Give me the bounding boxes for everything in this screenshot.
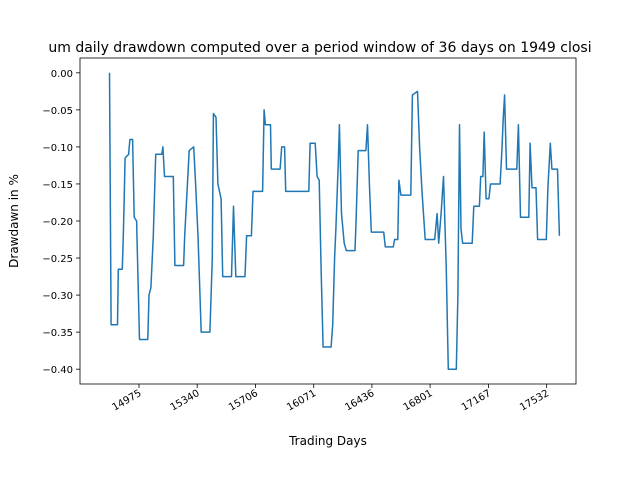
y-tick-label: −0.30: [42, 291, 73, 302]
y-axis: 0.00 −0.05 −0.10 −0.15 −0.20 −0.25 −0.30 −0.35 −…: [42, 69, 80, 376]
y-tick-label: −0.05: [42, 106, 73, 117]
y-tick-label: −0.20: [42, 217, 73, 228]
y-tick-label: 0.00: [51, 69, 73, 80]
y-tick-label: −0.15: [42, 180, 73, 191]
y-tick-label: −0.35: [42, 328, 73, 339]
x-axis-label: Trading Days: [288, 434, 367, 448]
chart-title: um daily drawdown computed over a period…: [48, 40, 591, 56]
y-tick-label: −0.10: [42, 143, 73, 154]
y-axis-label: Drawdawn in %: [7, 174, 21, 268]
y-tick-label: −0.25: [42, 254, 73, 265]
series-line: [108, 72, 561, 370]
y-tick-label: −0.40: [42, 365, 73, 376]
